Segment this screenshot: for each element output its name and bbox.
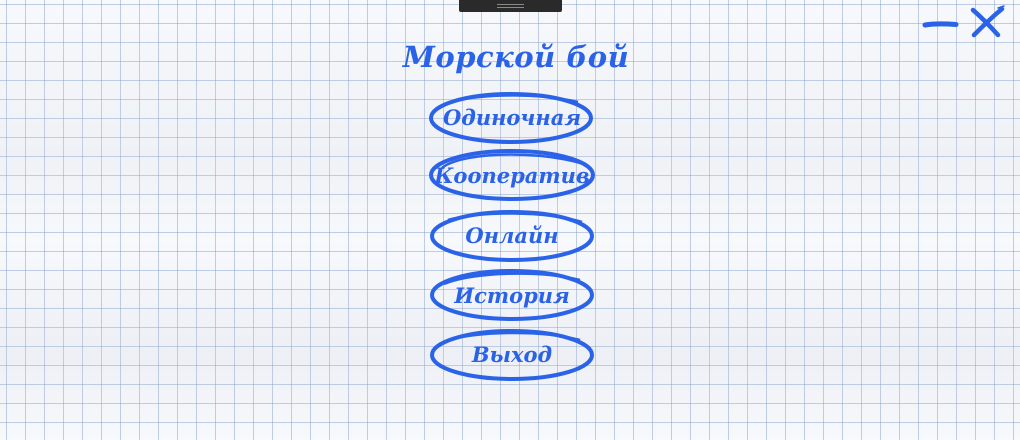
- grip-line: [497, 4, 524, 5]
- hand-drawn-oval: [430, 269, 594, 321]
- menu-single-button[interactable]: Одиночная: [428, 90, 596, 146]
- minimize-button[interactable]: [920, 4, 960, 40]
- close-icon: [966, 5, 1008, 44]
- menu-exit-label: Выход: [471, 342, 553, 367]
- hand-drawn-oval: [430, 329, 594, 381]
- menu-single-label: Одиночная: [442, 105, 582, 130]
- menu-exit-button[interactable]: Выход: [428, 327, 596, 383]
- menu-history-label: История: [454, 283, 570, 308]
- close-button[interactable]: [966, 4, 1008, 40]
- menu-history-button[interactable]: История: [428, 268, 596, 324]
- hand-drawn-oval: [429, 92, 593, 144]
- window-drag-handle[interactable]: [459, 0, 562, 12]
- hand-drawn-oval: [430, 210, 594, 262]
- menu-online-button[interactable]: Онлайн: [428, 208, 596, 264]
- menu-online-label: Онлайн: [465, 223, 559, 248]
- minus-icon: [920, 21, 960, 44]
- hand-drawn-oval: [429, 149, 595, 201]
- menu-coop-button[interactable]: Кооператив: [428, 148, 596, 204]
- game-title: Морской бой: [402, 40, 630, 74]
- grip-line: [497, 7, 524, 8]
- menu-coop-label: Кооператив: [434, 163, 590, 188]
